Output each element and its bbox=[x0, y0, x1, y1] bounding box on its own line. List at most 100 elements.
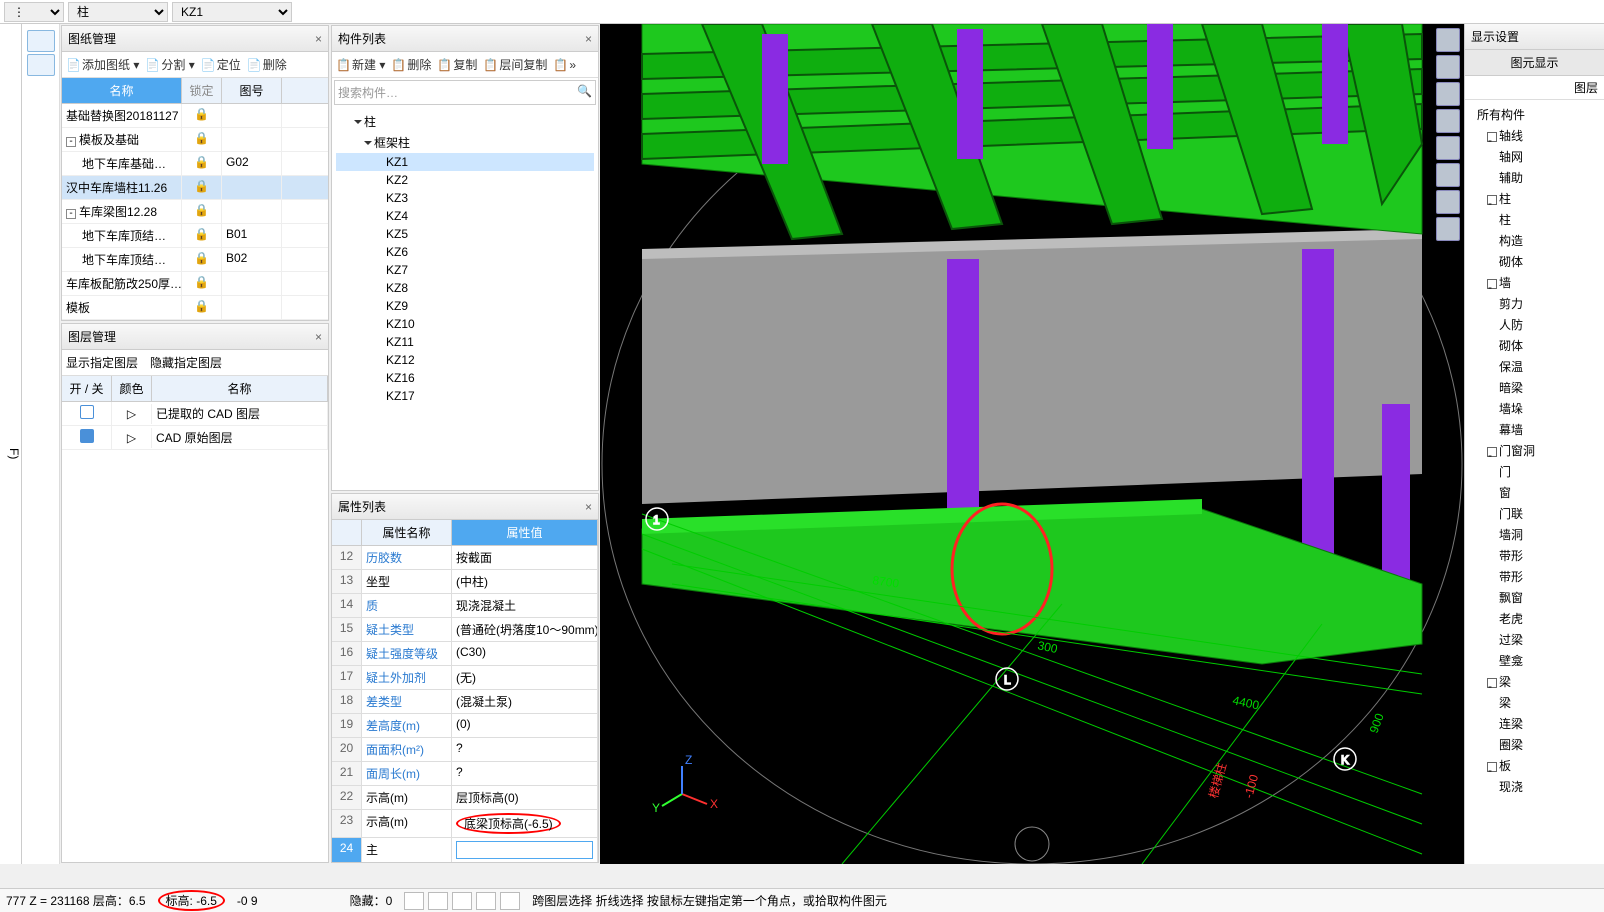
display-item[interactable]: -柱 bbox=[1469, 188, 1600, 209]
drawing-row[interactable]: 基础替换图20181127🔒 bbox=[62, 104, 328, 128]
display-item[interactable]: 墙洞 bbox=[1469, 524, 1600, 545]
sb-icon[interactable] bbox=[428, 892, 448, 910]
component-search[interactable]: 搜索构件…🔍 bbox=[334, 80, 596, 105]
display-item[interactable]: 门联 bbox=[1469, 503, 1600, 524]
tree-sub[interactable]: 框架柱 bbox=[336, 132, 594, 153]
display-item[interactable]: 构造 bbox=[1469, 230, 1600, 251]
drawing-tool[interactable]: 📄添加图纸 ▾ bbox=[66, 56, 139, 73]
property-input[interactable] bbox=[456, 841, 593, 859]
property-row[interactable]: 17疑土外加剂(无) bbox=[332, 666, 598, 690]
display-item[interactable]: 轴网 bbox=[1469, 146, 1600, 167]
tree-root[interactable]: 柱 bbox=[336, 111, 594, 132]
tree-leaf[interactable]: KZ10 bbox=[336, 315, 594, 333]
tree-leaf[interactable]: KZ4 bbox=[336, 207, 594, 225]
property-row[interactable]: 22示高(m)层顶标高(0) bbox=[332, 786, 598, 810]
layer-tab-show[interactable]: 显示指定图层 bbox=[66, 354, 138, 371]
vp-tool-7[interactable] bbox=[1436, 190, 1460, 214]
vp-tool-2[interactable] bbox=[1436, 55, 1460, 79]
display-item[interactable]: 幕墙 bbox=[1469, 419, 1600, 440]
drawing-row[interactable]: 汉中车库墙柱11.26🔒 bbox=[62, 176, 328, 200]
close-icon[interactable]: × bbox=[585, 32, 592, 46]
drawing-row[interactable]: -车库梁图12.28🔒 bbox=[62, 200, 328, 224]
layer-row[interactable]: ▷已提取的 CAD 图层 bbox=[62, 402, 328, 426]
drawing-tool[interactable]: 📄删除 bbox=[247, 56, 287, 73]
search-icon[interactable]: 🔍 bbox=[577, 84, 592, 101]
sb-icon[interactable] bbox=[500, 892, 520, 910]
display-item[interactable]: 辅助 bbox=[1469, 167, 1600, 188]
display-item[interactable]: 人防 bbox=[1469, 314, 1600, 335]
tree-leaf[interactable]: KZ11 bbox=[336, 333, 594, 351]
display-item[interactable]: 门 bbox=[1469, 461, 1600, 482]
display-item[interactable]: 墙垛 bbox=[1469, 398, 1600, 419]
property-row[interactable]: 15疑土类型(普通砼(坍落度10～90mm),砾… bbox=[332, 618, 598, 642]
vp-tool-3[interactable] bbox=[1436, 82, 1460, 106]
property-row[interactable]: 20面面积(m²)? bbox=[332, 738, 598, 762]
drawing-row[interactable]: 地下车库基础…🔒G02 bbox=[62, 152, 328, 176]
display-item[interactable]: 保温 bbox=[1469, 356, 1600, 377]
property-row[interactable]: 13坐型(中柱) bbox=[332, 570, 598, 594]
drawing-row[interactable]: 模板🔒 bbox=[62, 296, 328, 320]
display-item[interactable]: 老虎 bbox=[1469, 608, 1600, 629]
display-item[interactable]: -梁 bbox=[1469, 671, 1600, 692]
tree-leaf[interactable]: KZ6 bbox=[336, 243, 594, 261]
tree-leaf[interactable]: KZ16 bbox=[336, 369, 594, 387]
tree-leaf[interactable]: KZ3 bbox=[336, 189, 594, 207]
display-tab[interactable]: 图元显示 bbox=[1465, 50, 1604, 76]
property-row[interactable]: 19差高度(m)(0) bbox=[332, 714, 598, 738]
display-item[interactable]: 飘窗 bbox=[1469, 587, 1600, 608]
tree-leaf[interactable]: KZ8 bbox=[336, 279, 594, 297]
vp-tool-5[interactable] bbox=[1436, 136, 1460, 160]
tree-leaf[interactable]: KZ5 bbox=[336, 225, 594, 243]
tree-leaf[interactable]: KZ9 bbox=[336, 297, 594, 315]
layer-tab-hide[interactable]: 隐藏指定图层 bbox=[150, 354, 222, 371]
display-item[interactable]: -轴线 bbox=[1469, 125, 1600, 146]
display-item[interactable]: 柱 bbox=[1469, 209, 1600, 230]
display-item[interactable]: 梁 bbox=[1469, 692, 1600, 713]
property-row[interactable]: 21面周长(m)? bbox=[332, 762, 598, 786]
display-item[interactable]: 带形 bbox=[1469, 545, 1600, 566]
category-select[interactable]: 柱 bbox=[68, 2, 168, 22]
property-row[interactable]: 14质现浇混凝土 bbox=[332, 594, 598, 618]
display-item[interactable]: -门窗洞 bbox=[1469, 440, 1600, 461]
display-item[interactable]: 壁龛 bbox=[1469, 650, 1600, 671]
display-item[interactable]: 剪力 bbox=[1469, 293, 1600, 314]
component-tool[interactable]: 📋» bbox=[553, 56, 576, 73]
tree-leaf[interactable]: KZ17 bbox=[336, 387, 594, 405]
sb-icon[interactable] bbox=[404, 892, 424, 910]
close-icon[interactable]: × bbox=[315, 32, 322, 46]
display-item[interactable]: 现浇 bbox=[1469, 776, 1600, 797]
drawing-row[interactable]: 地下车库顶结…🔒B02 bbox=[62, 248, 328, 272]
component-tool[interactable]: 📋删除 bbox=[391, 56, 431, 73]
component-tool[interactable]: 📋复制 bbox=[437, 56, 477, 73]
tree-leaf[interactable]: KZ1 bbox=[336, 153, 594, 171]
display-item[interactable]: 带形 bbox=[1469, 566, 1600, 587]
tree-leaf[interactable]: KZ12 bbox=[336, 351, 594, 369]
vp-tool-4[interactable] bbox=[1436, 109, 1460, 133]
display-item[interactable]: 砌体 bbox=[1469, 335, 1600, 356]
close-icon[interactable]: × bbox=[585, 500, 592, 514]
display-item[interactable]: 砌体 bbox=[1469, 251, 1600, 272]
layer-row[interactable]: ▷CAD 原始图层 bbox=[62, 426, 328, 450]
component-tool[interactable]: 📋层间复制 bbox=[483, 56, 547, 73]
category-left[interactable]: ⋮ bbox=[4, 2, 64, 22]
component-tool[interactable]: 📋新建 ▾ bbox=[336, 56, 385, 73]
property-row[interactable]: 16疑土强度等级(C30) bbox=[332, 642, 598, 666]
display-item[interactable]: 暗梁 bbox=[1469, 377, 1600, 398]
nav-icon-1[interactable] bbox=[27, 30, 55, 52]
drawing-row[interactable]: -模板及基础🔒 bbox=[62, 128, 328, 152]
tree-leaf[interactable]: KZ7 bbox=[336, 261, 594, 279]
vp-tool-1[interactable] bbox=[1436, 28, 1460, 52]
property-row[interactable]: 24主 bbox=[332, 838, 598, 862]
vp-tool-8[interactable] bbox=[1436, 217, 1460, 241]
close-icon[interactable]: × bbox=[315, 330, 322, 344]
drawing-row[interactable]: 地下车库顶结…🔒B01 bbox=[62, 224, 328, 248]
sb-icon[interactable] bbox=[476, 892, 496, 910]
drawing-tool[interactable]: 📄定位 bbox=[201, 56, 241, 73]
sb-icon[interactable] bbox=[452, 892, 472, 910]
display-item[interactable]: 圈梁 bbox=[1469, 734, 1600, 755]
display-item[interactable]: 过梁 bbox=[1469, 629, 1600, 650]
property-row[interactable]: 12历胶数按截面 bbox=[332, 546, 598, 570]
drawing-tool[interactable]: 📄分割 ▾ bbox=[145, 56, 194, 73]
tree-leaf[interactable]: KZ2 bbox=[336, 171, 594, 189]
drawing-row[interactable]: 车库板配筋改250厚…🔒 bbox=[62, 272, 328, 296]
